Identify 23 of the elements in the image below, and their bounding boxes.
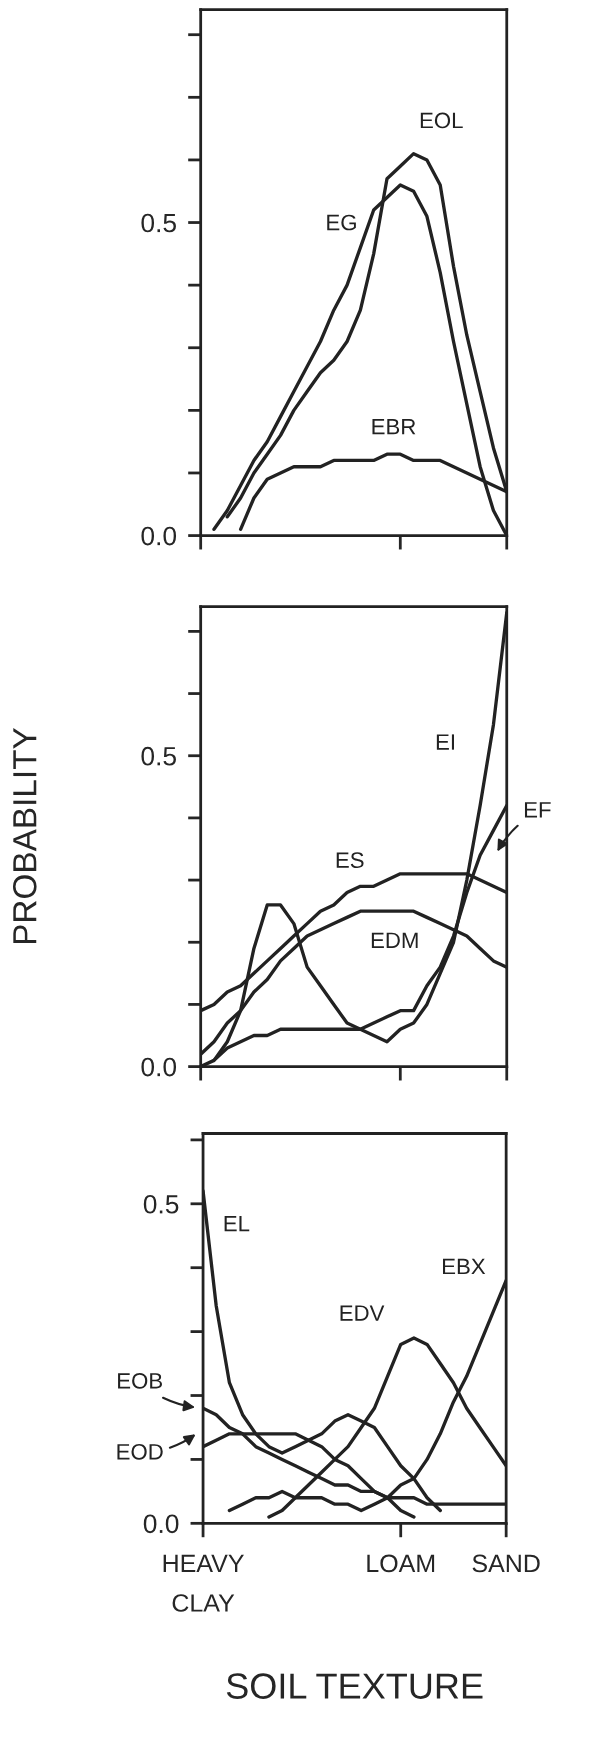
y-tick-label: 0.0 [143, 1514, 179, 1534]
x-tick-label: HEAVY CLAY [163, 1554, 244, 1612]
legend-label: EOD [117, 1443, 163, 1460]
text: EOB [118, 1372, 162, 1389]
x-tick-label: LOAM [367, 1554, 435, 1573]
y-axis-title: PROBABILITY [12, 728, 37, 944]
series-label: EG [327, 214, 356, 231]
y-tick-label: 0.0 [141, 526, 177, 546]
y-tick-label: 0.5 [141, 213, 176, 233]
series-label: EDM [371, 932, 418, 948]
x-axis-title: SOIL TEXTURE [226, 1673, 483, 1699]
y-tick-label: 0.5 [143, 1194, 179, 1214]
series-label: EDV [340, 1305, 385, 1321]
series-label: ES [336, 852, 364, 869]
y-tick-label: 0.5 [141, 746, 176, 766]
series-label: EL [224, 1215, 250, 1232]
x-tick-label: SAND [472, 1554, 540, 1573]
y-tick-label: 0.0 [141, 1057, 177, 1077]
series-label: EOL [420, 112, 463, 129]
series-label: EF [524, 802, 551, 818]
series-label: EBX [443, 1258, 486, 1275]
series-label: EI [436, 734, 454, 750]
series-label: EBR [372, 418, 416, 435]
